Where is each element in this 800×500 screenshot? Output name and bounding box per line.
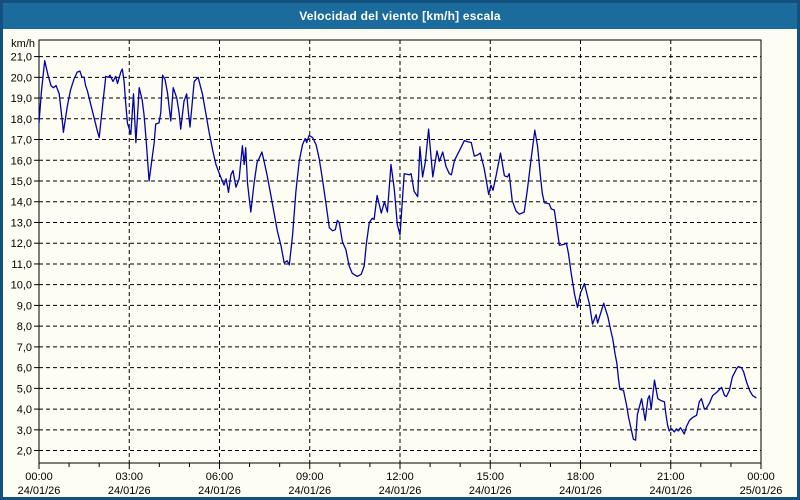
plot-frame	[38, 39, 762, 464]
x-tick-date-label: 24/01/26	[18, 485, 61, 497]
x-tick-time-label: 06:00	[206, 471, 234, 483]
x-tick-time-label: 18:00	[567, 471, 595, 483]
y-tick-label: 5,0	[17, 383, 32, 395]
x-tick-date-label: 24/01/26	[469, 485, 512, 497]
x-tick-time-label: 15:00	[476, 471, 504, 483]
y-tick-label: 2,0	[17, 446, 32, 458]
x-tick-time-label: 09:00	[296, 471, 324, 483]
y-tick-label: 10,0	[11, 280, 32, 292]
y-tick-label: 18,0	[11, 114, 32, 126]
x-tick-date-label: 24/01/26	[559, 485, 602, 497]
chart-area: 21,0 20,0 19,0 18,0 17,0 16,0 15,0 14,0 13,0 12,0…	[3, 29, 797, 497]
y-tick-label: 19,0	[11, 93, 32, 105]
x-tick-date-label: 24/01/26	[379, 485, 422, 497]
wind-speed-line	[38, 60, 757, 441]
y-tick-label: 3,0	[17, 425, 32, 437]
y-tick-label: 12,0	[11, 238, 32, 250]
y-tick-label: 15,0	[11, 176, 32, 188]
chart-title: Velocidad del viento [km/h] escala	[299, 9, 501, 23]
y-tick-label: 21,0	[11, 52, 32, 64]
x-tick-date-label: 25/01/26	[740, 485, 783, 497]
x-tick-date-label: 24/01/26	[108, 485, 151, 497]
x-tick-date-label: 24/01/26	[649, 485, 692, 497]
y-tick-label: 9,0	[17, 300, 32, 312]
y-tick-label: 13,0	[11, 217, 32, 229]
y-tick-label: 11,0	[11, 259, 32, 271]
title-bar[interactable]: Velocidad del viento [km/h] escala	[3, 3, 797, 29]
y-tick-label: 17,0	[11, 135, 32, 147]
y-axis-unit-label: km/h	[11, 38, 35, 50]
x-tick-time-label: 21:00	[657, 471, 685, 483]
wind-speed-chart: 21,0 20,0 19,0 18,0 17,0 16,0 15,0 14,0 13,0 12,0…	[11, 38, 783, 497]
x-tick-time-label: 00:00	[25, 471, 53, 483]
y-tick-label: 8,0	[17, 321, 32, 333]
y-tick-label: 6,0	[17, 363, 32, 375]
x-tick-time-label: 12:00	[386, 471, 414, 483]
y-tick-label: 16,0	[11, 155, 32, 167]
x-tick-date-label: 24/01/26	[288, 485, 331, 497]
y-tick-label: 20,0	[11, 72, 32, 84]
y-tick-label: 7,0	[17, 342, 32, 354]
x-tick-date-label: 24/01/26	[198, 485, 241, 497]
x-tick-time-label: 03:00	[115, 471, 143, 483]
x-tick-time-label: 00:00	[747, 471, 775, 483]
y-tick-label: 4,0	[17, 404, 32, 416]
y-tick-label: 14,0	[11, 197, 32, 209]
